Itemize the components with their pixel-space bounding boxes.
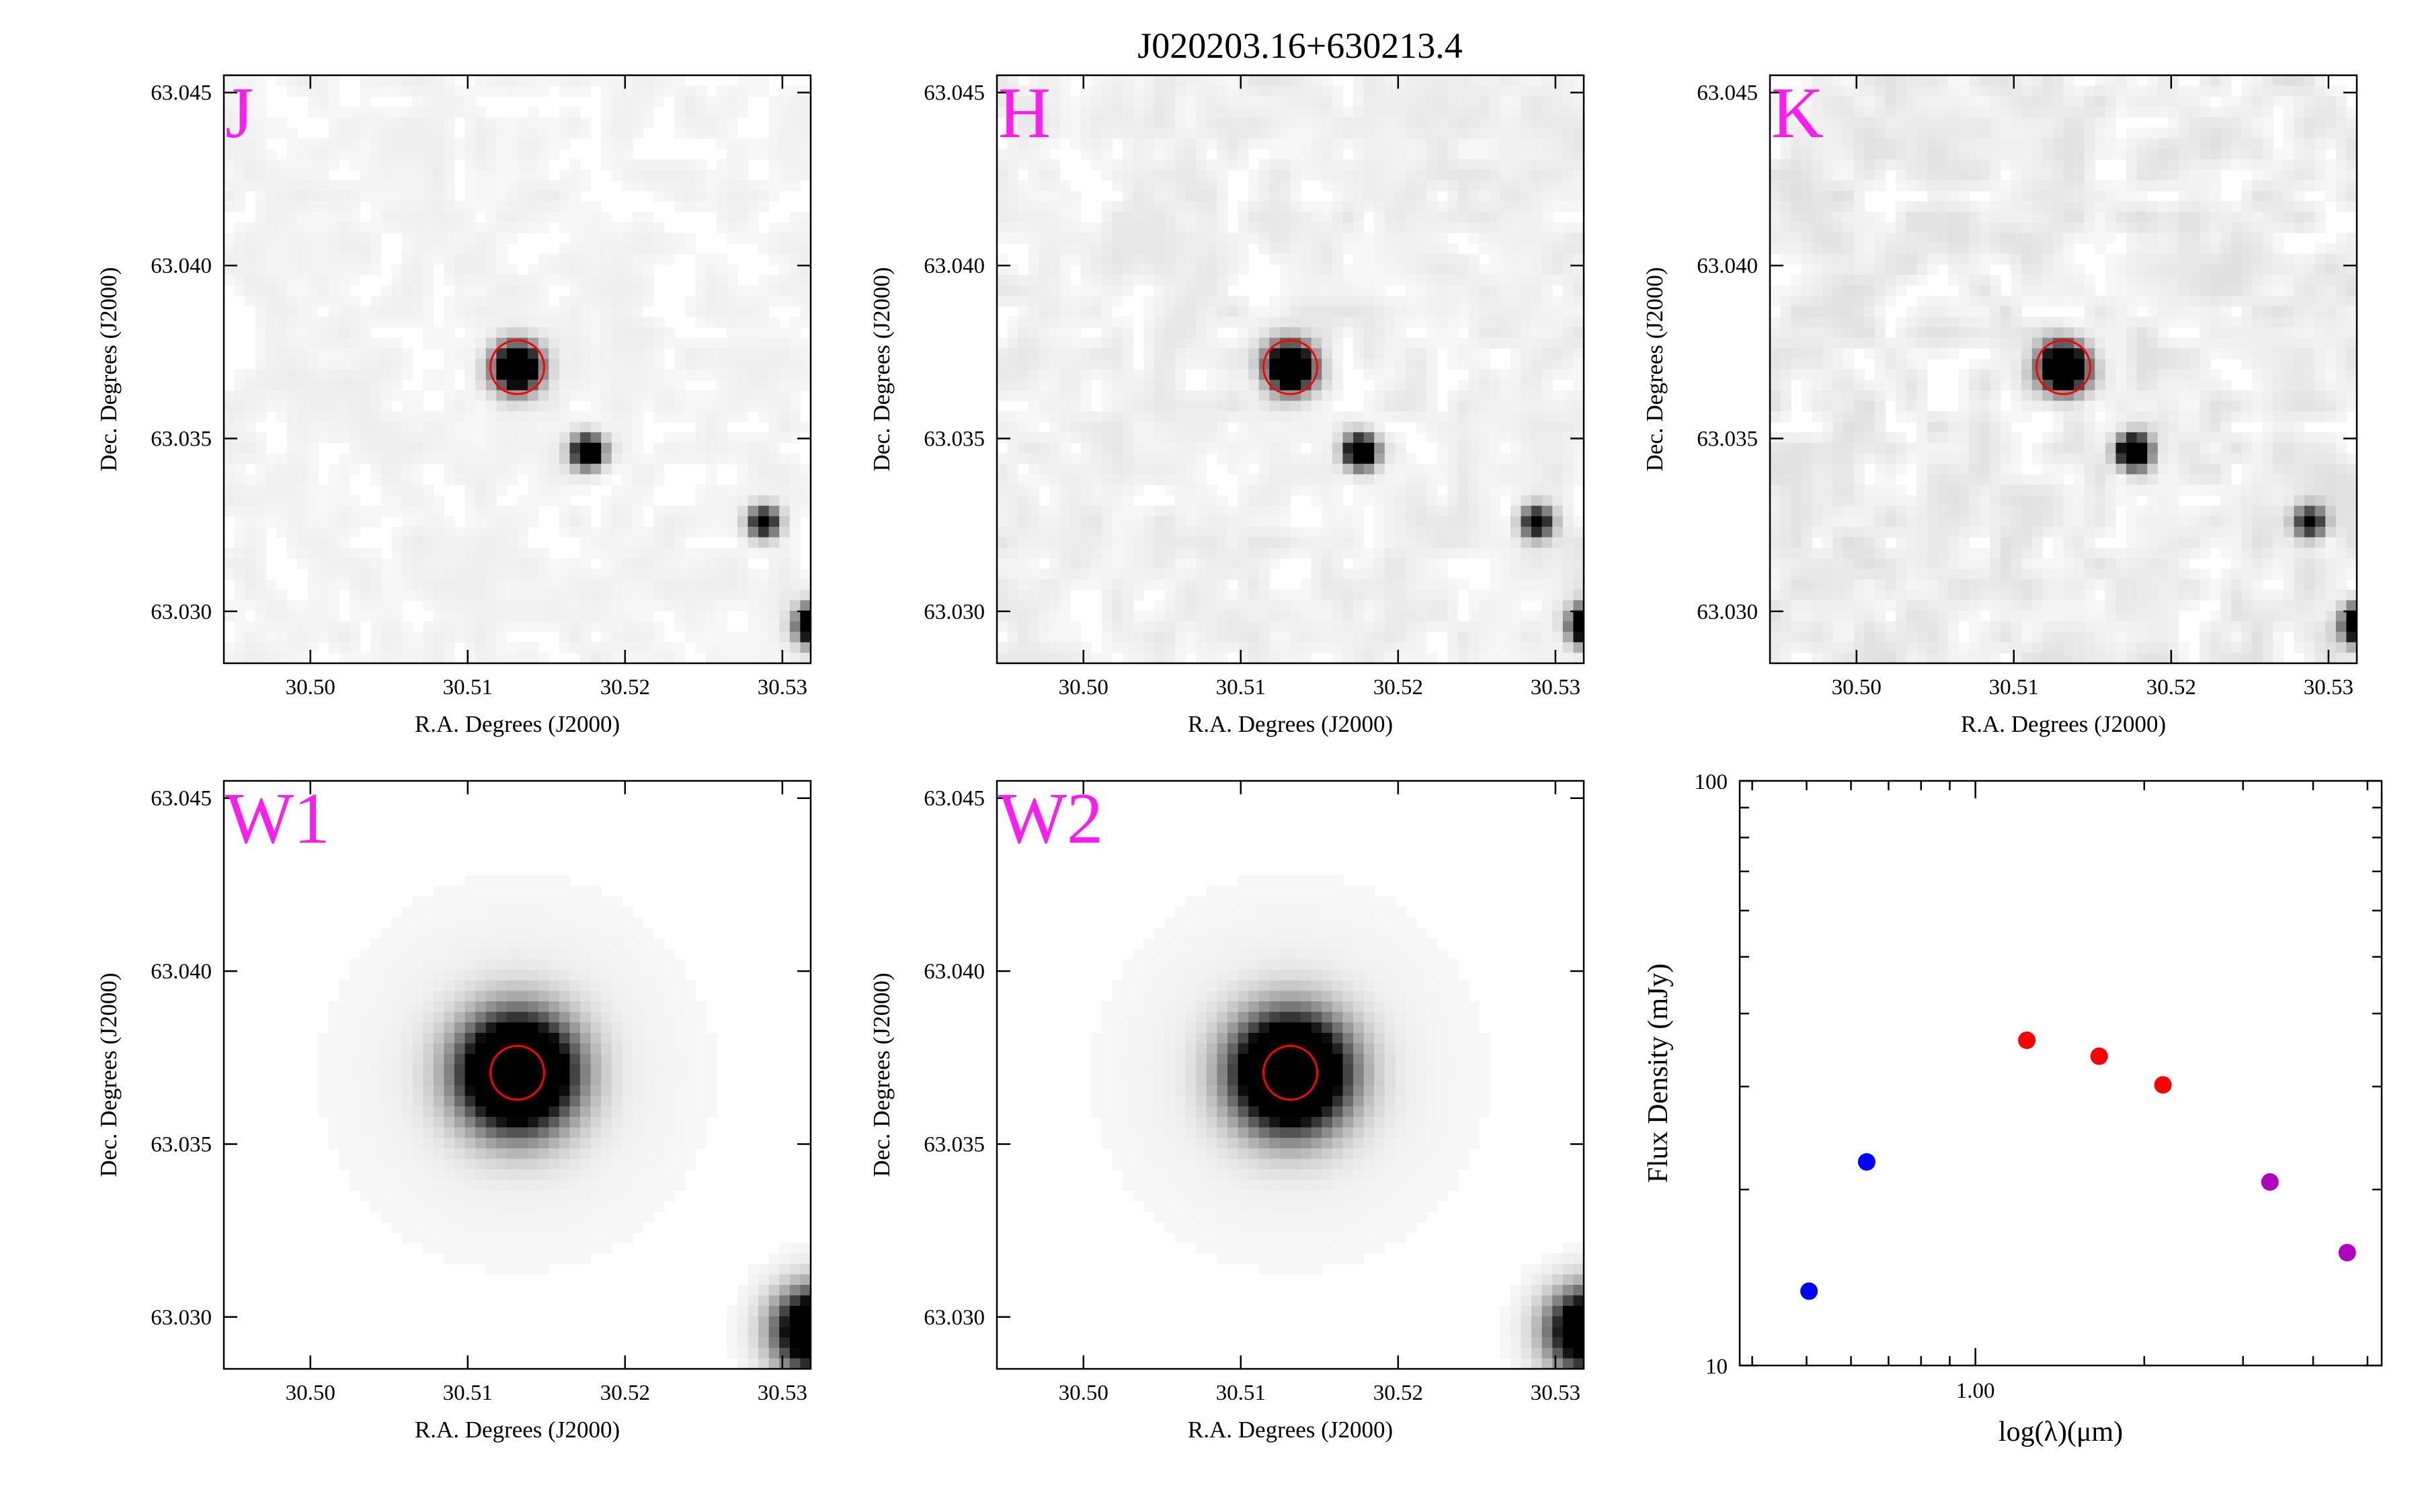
- aperture-circle: [1262, 339, 1318, 395]
- x-tick-label: 30.52: [600, 1381, 650, 1405]
- aperture-circle: [489, 1044, 545, 1101]
- x-tick-label: 30.51: [443, 1381, 493, 1405]
- panel-frame: [1769, 74, 2358, 665]
- x-axis-label: R.A. Degrees (J2000): [415, 1417, 620, 1443]
- band-label: J: [225, 73, 253, 153]
- y-tick-label: 63.035: [151, 427, 212, 451]
- panel-j: 30.50 30.51 30.52 30.53 63.030 63.035 63.040 63…: [95, 73, 812, 737]
- y-tick-label: 63.040: [924, 254, 985, 278]
- x-tick-label: 30.51: [1216, 1381, 1266, 1405]
- image-k: [1770, 75, 2357, 663]
- x-axis-label: R.A. Degrees (J2000): [1961, 711, 2166, 737]
- image-panels: 30.50 30.51 30.52 30.53 63.030 63.035 63.040 63…: [95, 73, 2358, 1443]
- x-tick-label: 30.51: [1989, 675, 2039, 700]
- sed-x-tick-label: 1.00: [1956, 1379, 1995, 1403]
- band-label: H: [998, 73, 1051, 153]
- panel-frame: [223, 74, 812, 665]
- sed-y-tick-label: 100: [1695, 770, 1728, 794]
- aperture-circle: [1262, 1044, 1318, 1101]
- x-axis-label: R.A. Degrees (J2000): [1188, 1417, 1393, 1443]
- x-axis-label: R.A. Degrees (J2000): [415, 711, 620, 737]
- x-tick-label: 30.53: [1531, 675, 1580, 700]
- y-tick-label: 63.040: [151, 960, 212, 984]
- x-tick-label: 30.50: [286, 675, 335, 700]
- x-tick-label: 30.52: [1373, 675, 1423, 700]
- band-label: K: [1771, 73, 1824, 153]
- panel-w2: 30.50 30.51 30.52 30.53 63.030 63.035 63.040 63…: [869, 779, 1585, 1443]
- x-tick-label: 30.53: [758, 1381, 807, 1405]
- y-tick-label: 63.030: [924, 1306, 985, 1330]
- sed-point: [2154, 1076, 2172, 1094]
- y-tick-label: 63.035: [924, 427, 985, 451]
- y-tick-label: 63.035: [151, 1132, 212, 1157]
- x-tick-label: 30.50: [286, 1381, 335, 1405]
- panel-w1: 30.50 30.51 30.52 30.53 63.030 63.035 63.040 63…: [95, 779, 812, 1443]
- x-tick-label: 30.50: [1059, 675, 1108, 700]
- y-tick-label: 63.040: [1697, 254, 1758, 278]
- sed-point: [2018, 1032, 2036, 1049]
- x-tick-label: 30.52: [1373, 1381, 1423, 1405]
- sed-panel: 1.00 10 100 log(λ)(μm) Flux Density (mJy): [1643, 770, 2383, 1447]
- band-label: W1: [225, 779, 330, 859]
- y-tick-label: 63.040: [924, 960, 985, 984]
- sed-y-tick-label: 10: [1705, 1355, 1728, 1379]
- panel-frame: [996, 780, 1585, 1370]
- y-axis-label: Dec. Degrees (J2000): [1642, 267, 1668, 471]
- x-tick-label: 30.51: [1216, 675, 1266, 700]
- band-label: W2: [998, 779, 1103, 859]
- panel-h: 30.50 30.51 30.52 30.53 63.030 63.035 63.040 63…: [869, 73, 1585, 737]
- x-tick-label: 30.51: [443, 675, 493, 700]
- x-tick-label: 30.50: [1059, 1381, 1108, 1405]
- x-tick-label: 30.52: [2146, 675, 2196, 700]
- image-w1: [318, 875, 811, 1369]
- image-w2: [1091, 875, 1584, 1369]
- panel-frame: [223, 780, 812, 1370]
- figure-title: J020203.16+630213.4: [1137, 26, 1462, 66]
- y-tick-label: 63.045: [151, 787, 212, 811]
- sed-frame: [1738, 780, 2383, 1367]
- x-tick-label: 30.50: [1832, 675, 1882, 700]
- y-tick-label: 63.030: [924, 600, 985, 624]
- sed-point: [2261, 1173, 2279, 1191]
- y-tick-label: 63.035: [924, 1132, 985, 1157]
- sed-point: [1857, 1153, 1876, 1171]
- sed-y-axis-label: Flux Density (mJy): [1643, 964, 1674, 1183]
- y-axis-label: Dec. Degrees (J2000): [869, 267, 895, 471]
- y-tick-label: 63.045: [151, 81, 212, 106]
- panel-frame: [996, 74, 1585, 665]
- x-tick-label: 30.53: [2304, 675, 2353, 700]
- y-axis-label: Dec. Degrees (J2000): [95, 267, 122, 471]
- image-h: [997, 75, 1584, 663]
- y-tick-label: 63.040: [151, 254, 212, 278]
- y-tick-label: 63.030: [151, 600, 212, 624]
- sed-x-axis-label: log(λ)(μm): [1999, 1417, 2123, 1447]
- y-axis-label: Dec. Degrees (J2000): [95, 972, 122, 1177]
- y-tick-label: 63.030: [1697, 600, 1758, 624]
- y-tick-label: 63.035: [1697, 427, 1758, 451]
- x-tick-label: 30.52: [600, 675, 650, 700]
- x-axis-label: R.A. Degrees (J2000): [1188, 711, 1393, 737]
- x-tick-label: 30.53: [758, 675, 807, 700]
- y-tick-label: 63.045: [924, 787, 985, 811]
- sed-point: [2090, 1047, 2108, 1065]
- x-tick-label: 30.53: [1531, 1381, 1580, 1405]
- sed-point: [1800, 1282, 1818, 1300]
- sed-point: [2338, 1244, 2356, 1261]
- y-tick-label: 63.030: [151, 1306, 212, 1330]
- panel-k: 30.50 30.51 30.52 30.53 63.030 63.035 63.040 63…: [1642, 73, 2358, 737]
- y-axis-label: Dec. Degrees (J2000): [869, 972, 895, 1177]
- aperture-circle: [2035, 339, 2091, 395]
- aperture-circle: [489, 339, 545, 395]
- y-tick-label: 63.045: [924, 81, 985, 106]
- y-tick-label: 63.045: [1697, 81, 1758, 106]
- image-j: [224, 75, 811, 663]
